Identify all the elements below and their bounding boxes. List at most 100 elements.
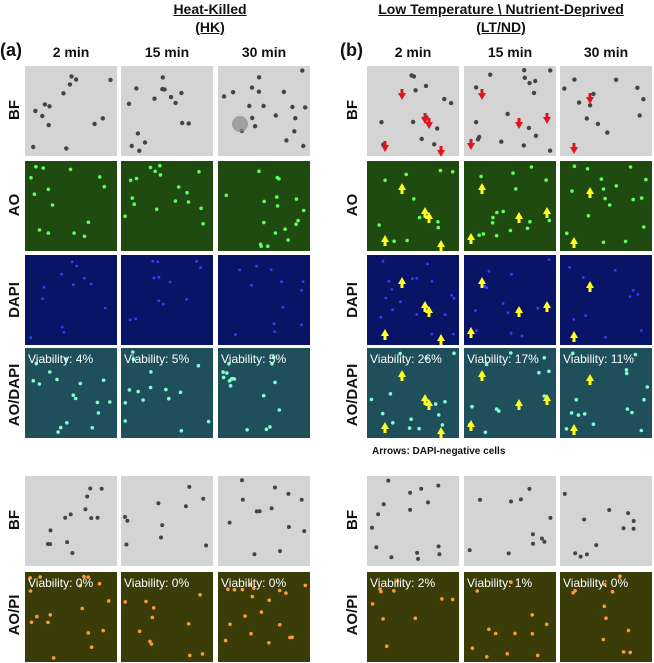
cell	[33, 108, 38, 114]
hk-bf2-tile-2	[218, 476, 310, 566]
dapi-negative-arrow	[398, 183, 406, 194]
cell	[196, 363, 201, 368]
cell	[152, 96, 157, 101]
cell	[423, 83, 429, 89]
cell	[526, 125, 532, 131]
cell	[266, 244, 270, 248]
cell	[100, 116, 106, 121]
cell	[430, 280, 434, 283]
cell	[631, 519, 636, 523]
cell	[642, 397, 646, 402]
cell	[28, 589, 33, 593]
cell	[603, 335, 607, 339]
cell	[186, 121, 191, 126]
cell	[493, 631, 498, 636]
cell	[488, 72, 493, 77]
viability-label: Viability: 17%	[467, 352, 539, 366]
cell	[630, 410, 634, 415]
cell	[88, 486, 93, 491]
cell	[625, 407, 630, 411]
cell	[141, 398, 145, 402]
dapi-negative-arrow	[467, 327, 475, 338]
cell	[433, 402, 438, 406]
cell	[273, 380, 277, 385]
cell	[637, 113, 642, 118]
cell	[621, 650, 626, 654]
cell	[562, 491, 567, 496]
cell	[128, 178, 133, 183]
cell	[300, 288, 303, 292]
cell	[123, 514, 127, 519]
cell	[92, 121, 97, 127]
cell	[605, 130, 610, 135]
cell	[300, 323, 303, 327]
cell	[62, 330, 66, 334]
dapi-negative-arrow	[515, 212, 523, 223]
lt-aodapi-tile-0: Viability: 26%	[367, 348, 459, 438]
cell	[505, 652, 510, 656]
cell	[294, 197, 299, 201]
cell	[475, 329, 478, 332]
viability-label: Viability: 0%	[28, 576, 94, 590]
cell	[409, 73, 414, 78]
cell	[86, 575, 90, 579]
cell	[490, 221, 495, 225]
cell	[178, 390, 183, 395]
cell	[31, 144, 36, 150]
cell	[369, 397, 374, 402]
hk-aodapi-tile-2: Viability: 5%	[218, 348, 310, 438]
cell	[506, 551, 511, 556]
dapi-negative-arrow	[586, 374, 594, 385]
cell	[179, 429, 184, 433]
cell	[252, 552, 257, 557]
cell	[539, 536, 544, 541]
cell	[64, 146, 69, 151]
cell	[644, 177, 648, 182]
cell	[252, 124, 258, 129]
cell	[381, 617, 385, 621]
cell	[136, 389, 140, 394]
cell	[127, 388, 132, 392]
dapi-negative-arrow	[437, 334, 445, 345]
cell	[95, 515, 100, 520]
cell	[426, 262, 429, 266]
cell	[599, 177, 604, 181]
cell	[257, 169, 261, 173]
cell	[90, 426, 95, 430]
cell	[413, 616, 418, 620]
cell	[642, 225, 646, 229]
cell	[494, 233, 499, 238]
viability-label: Viability: 4%	[28, 352, 94, 366]
cell	[46, 620, 50, 625]
cell	[275, 204, 280, 208]
cell	[137, 629, 142, 634]
cell	[379, 589, 383, 594]
cell	[452, 296, 456, 300]
cell	[473, 85, 479, 90]
dapi-negative-arrow	[478, 370, 486, 381]
cell	[273, 231, 278, 235]
viability-label: Viability: 5%	[124, 352, 190, 366]
hk-aopi-tile-1: Viability: 0%	[121, 572, 213, 662]
cell	[467, 548, 472, 553]
cell	[149, 642, 154, 646]
cell	[477, 134, 482, 140]
cell	[430, 332, 434, 336]
hk-bf-tile-0	[25, 66, 117, 156]
dapi-negative-arrow	[543, 207, 551, 218]
cell	[188, 653, 192, 658]
dapi-negative-arrow	[467, 233, 475, 244]
cell	[173, 100, 178, 106]
hk-aopi-tile-0: Viability: 0%	[25, 572, 117, 662]
cell	[601, 637, 606, 642]
cell	[240, 587, 245, 592]
cell	[623, 239, 628, 244]
cell	[126, 101, 132, 106]
debris	[232, 116, 248, 132]
cell	[417, 426, 421, 431]
cell	[50, 203, 55, 207]
cell	[41, 297, 45, 301]
cell	[261, 393, 266, 398]
cell	[547, 218, 552, 223]
cell	[303, 105, 308, 110]
